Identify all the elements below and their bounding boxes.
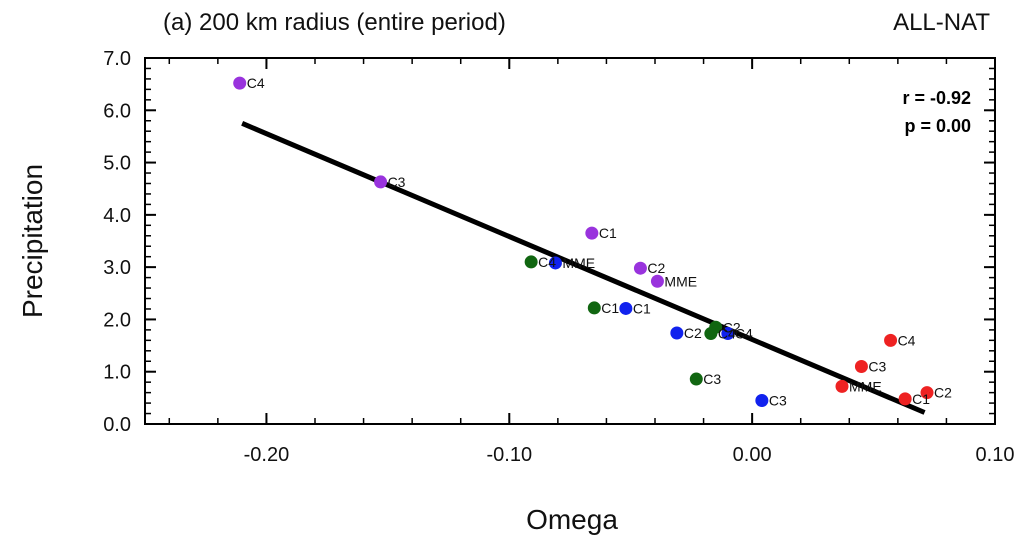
data-point-label: C2	[723, 319, 741, 335]
data-point-label: C3	[868, 358, 886, 374]
data-point	[670, 326, 684, 340]
y-tick-labels: 0.0 1.0 2.0 3.0 4.0 5.0 6.0 7.0	[103, 48, 131, 436]
data-point-label: C1	[633, 300, 651, 316]
data-point-label: C3	[703, 371, 721, 387]
y-tick-label: 2.0	[103, 309, 131, 331]
data-point-label: C2	[934, 385, 952, 401]
x-tick-label: 0.00	[733, 444, 772, 466]
data-point-label: MME	[562, 255, 595, 271]
data-point-label: C4	[898, 332, 916, 348]
data-point	[650, 274, 664, 288]
y-tick-label: 6.0	[103, 100, 131, 122]
data-point	[689, 372, 703, 386]
data-point	[884, 333, 898, 347]
chart-title-right: ALL-NAT	[893, 9, 990, 36]
data-point-label: C3	[388, 174, 406, 190]
y-tick-label: 5.0	[103, 153, 131, 175]
data-point	[633, 261, 647, 275]
regression-line	[241, 121, 926, 415]
data-point-label: C2	[647, 260, 665, 276]
data-point	[854, 359, 868, 373]
data-point	[548, 256, 562, 270]
data-point-label: C4	[735, 326, 753, 342]
data-point	[755, 393, 769, 407]
x-tick-labels: -0.20 -0.10 0.00 0.10	[244, 444, 1015, 466]
x-tick-label: 0.10	[976, 444, 1015, 466]
data-point-label: C4	[247, 75, 265, 91]
data-point	[233, 76, 247, 90]
chart-title: (a) 200 km radius (entire period)	[163, 9, 506, 36]
x-tick-label: -0.10	[486, 444, 532, 466]
y-tick-label: 1.0	[103, 362, 131, 384]
x-tick-label: -0.20	[244, 444, 290, 466]
y-tick-label: 3.0	[103, 257, 131, 279]
data-point-label: C1	[599, 225, 617, 241]
data-point-label: MME	[664, 273, 697, 289]
data-point-label: C2	[684, 325, 702, 341]
data-point-label: C4	[718, 326, 736, 342]
data-point	[920, 386, 934, 400]
data-point	[898, 392, 912, 406]
data-point-label: C4	[538, 254, 556, 270]
data-point	[721, 327, 735, 341]
data-point	[524, 255, 538, 269]
y-tick-label: 4.0	[103, 205, 131, 227]
x-axis-label: Omega	[526, 504, 618, 535]
data-point-label: C1	[601, 300, 619, 316]
p-value: p = 0.00	[904, 116, 971, 136]
y-tick-label: 0.0	[103, 414, 131, 436]
data-point-label: C3	[769, 392, 787, 408]
data-point	[619, 301, 633, 315]
y-axis-label: Precipitation	[17, 164, 48, 318]
y-tick-label: 7.0	[103, 48, 131, 70]
plot-frame	[144, 57, 996, 425]
data-point	[374, 175, 388, 189]
data-point	[587, 301, 601, 315]
data-point-label: MME	[849, 378, 882, 394]
data-point	[835, 379, 849, 393]
data-point-label: C1	[912, 391, 930, 407]
data-point	[704, 327, 718, 341]
correlation-r: r = -0.92	[902, 88, 971, 108]
data-point	[585, 226, 599, 240]
data-points	[233, 76, 934, 407]
